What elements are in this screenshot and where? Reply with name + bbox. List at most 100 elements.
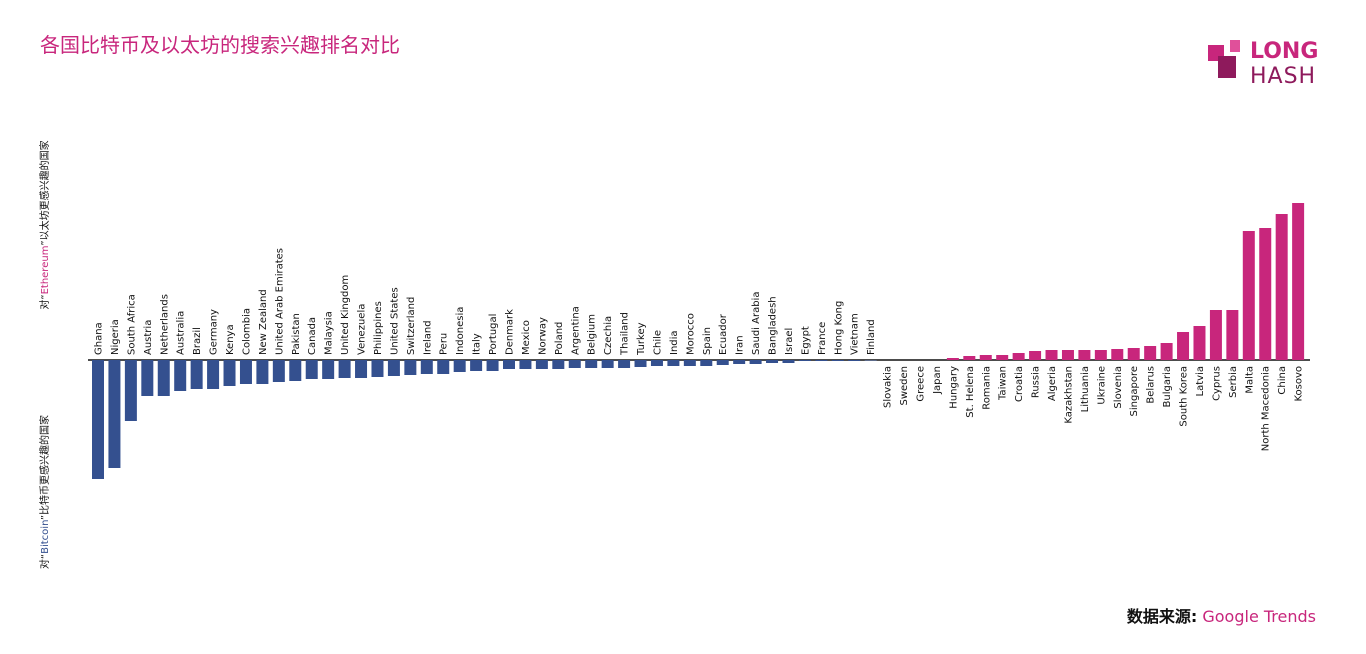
category-label: Russia [1031, 366, 1042, 398]
category-label: Venezuela [357, 304, 368, 355]
category-label: Hungary [948, 366, 959, 409]
bar [124, 360, 137, 421]
category-label: Slovenia [1113, 366, 1124, 409]
category-label: Slovakia [883, 366, 894, 408]
category-label: Croatia [1014, 366, 1025, 402]
category-label: Ukraine [1096, 366, 1107, 405]
bar [766, 360, 779, 363]
category-label: Romania [981, 366, 992, 410]
bar [798, 360, 811, 361]
bar [470, 360, 483, 371]
bar [322, 360, 335, 379]
category-label: Malta [1244, 366, 1255, 394]
bar [1160, 343, 1173, 360]
category-label: Thailand [620, 312, 631, 356]
bar [141, 360, 154, 396]
bar [486, 360, 499, 371]
category-label: Belarus [1146, 366, 1157, 404]
source: 数据来源: Google Trends [1127, 607, 1316, 626]
category-label: Norway [537, 317, 548, 355]
bar [700, 360, 713, 366]
bar [1209, 310, 1222, 360]
logo-cube [1230, 40, 1240, 52]
category-label: United Kingdom [340, 275, 351, 355]
bar [207, 360, 220, 389]
category-label: Taiwan [998, 366, 1009, 401]
category-label: Saudi Arabia [751, 292, 762, 355]
bar [1242, 231, 1255, 360]
category-label: Serbia [1228, 366, 1239, 398]
category-label: St. Helena [965, 366, 976, 418]
bar [355, 360, 368, 378]
category-label: Singapore [1129, 366, 1140, 416]
label-part: ”比特币更感兴趣的国家 [38, 415, 51, 520]
source-name: Google Trends [1202, 607, 1316, 626]
bar [782, 360, 795, 363]
bar [387, 360, 400, 376]
bar [1259, 228, 1272, 360]
logo-bottom: HASH [1250, 64, 1316, 89]
bar [552, 360, 565, 369]
category-label: Czechia [603, 316, 614, 355]
category-label: Hong Kong [833, 301, 844, 355]
source-label: 数据来源: [1127, 607, 1197, 626]
category-label: Latvia [1195, 366, 1206, 396]
category-label: Mexico [521, 320, 532, 355]
label-part: 对“ [38, 554, 51, 569]
bar [1177, 332, 1190, 360]
category-label: Kazakhstan [1063, 366, 1074, 424]
category-label: Indonesia [455, 307, 466, 355]
category-label: Philippines [373, 301, 384, 355]
category-label: Germany [209, 309, 220, 355]
category-label: Poland [554, 322, 565, 355]
category-label: New Zealand [258, 289, 269, 355]
y-label-bottom: 对“Bitcoin”比特币更感兴趣的国家 [38, 415, 51, 569]
category-label: Spain [702, 327, 713, 355]
bar [946, 358, 959, 360]
category-label: Colombia [241, 308, 252, 355]
category-label: Finland [866, 319, 877, 355]
bar [404, 360, 417, 375]
bar [618, 360, 631, 368]
bar [305, 360, 318, 379]
category-label: Austria [143, 320, 154, 355]
category-label: Canada [307, 317, 318, 355]
logo-top: LONG [1250, 39, 1318, 64]
logo-cube [1218, 56, 1236, 78]
bar [733, 360, 746, 364]
bar [535, 360, 548, 369]
bar [1012, 353, 1025, 360]
bar [338, 360, 351, 378]
bar [848, 360, 861, 361]
bar [650, 360, 663, 366]
label-part: ”以太坊更感兴趣的国家 [38, 140, 51, 245]
bar [831, 360, 844, 361]
bar [749, 360, 762, 364]
category-label: Australia [176, 311, 187, 355]
category-label: Vietnam [850, 313, 861, 355]
bar [1226, 310, 1239, 360]
bar [601, 360, 614, 368]
bar [1292, 203, 1305, 360]
category-label: Brazil [192, 327, 203, 355]
bar [1094, 350, 1107, 360]
bar [190, 360, 203, 389]
logo: LONG HASH [1208, 39, 1318, 89]
bar [256, 360, 269, 384]
category-label: Iran [735, 335, 746, 355]
bar [716, 360, 729, 365]
bar [979, 355, 992, 360]
category-label: Nigeria [110, 319, 121, 355]
category-label: Kenya [225, 324, 236, 355]
bar [371, 360, 384, 377]
category-label: Chile [652, 330, 663, 355]
category-label: Egypt [800, 326, 811, 355]
category-label: Bulgaria [1162, 366, 1173, 407]
bar [1193, 326, 1206, 360]
category-label: Peru [439, 333, 450, 355]
bar [1127, 348, 1140, 360]
category-label: Denmark [505, 309, 516, 355]
bar [1144, 346, 1157, 360]
bar [864, 360, 877, 361]
